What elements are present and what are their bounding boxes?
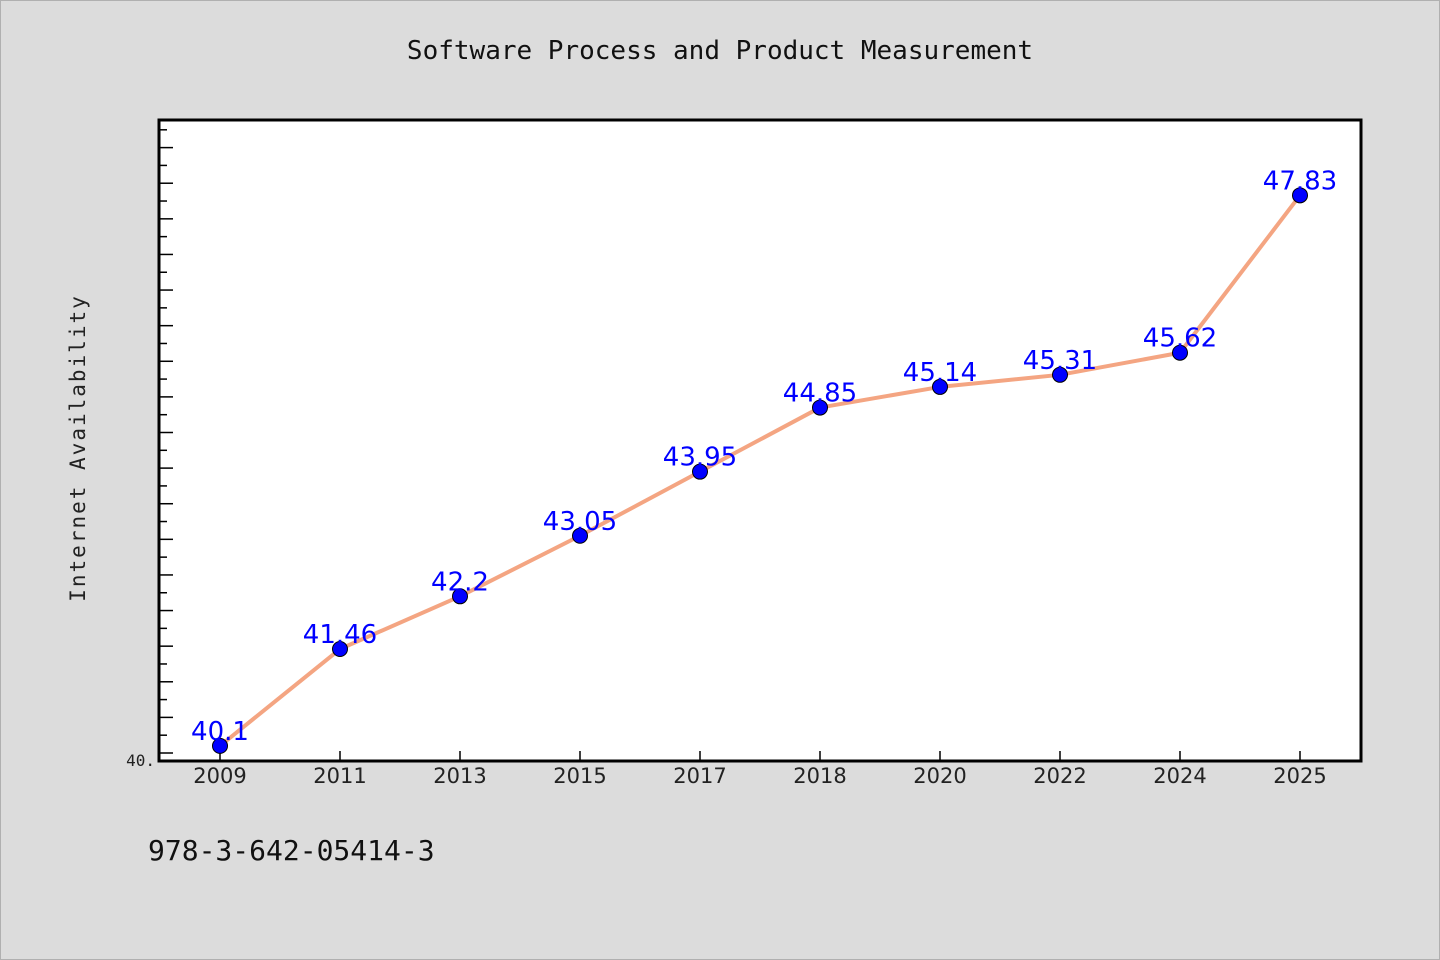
data-point-marker <box>932 378 948 395</box>
x-tick-label: 2025 <box>1273 764 1326 788</box>
series-layer <box>212 187 1308 754</box>
data-label: 45.14 <box>903 358 977 388</box>
y-axis-ticks <box>159 129 1301 761</box>
data-point-marker <box>572 527 588 544</box>
data-point-marker <box>1052 366 1068 383</box>
data-label: 40.1 <box>191 717 249 747</box>
x-tick-label: 2013 <box>433 764 486 788</box>
x-tick-label: 2020 <box>913 764 966 788</box>
data-point-marker <box>812 399 828 416</box>
data-point-marker <box>1292 187 1308 204</box>
data-point-marker <box>332 641 348 658</box>
x-tick-label: 2022 <box>1033 764 1086 788</box>
data-label: 45.31 <box>1023 346 1097 376</box>
data-label: 44.85 <box>783 379 857 409</box>
data-labels: 40.1 41.46 42.2 43.05 43.95 44.85 45.14 45.31 45… <box>191 166 1337 747</box>
data-point-marker <box>212 737 228 754</box>
data-label: 47.83 <box>1263 166 1337 196</box>
plot-border <box>157 118 1363 763</box>
x-axis-tick-labels: 2009 2011 2013 2015 2017 2018 2020 2022 2024 2025 <box>193 764 1326 788</box>
data-point-marker <box>1172 344 1188 361</box>
x-tick-label: 2017 <box>673 764 726 788</box>
y-axis-tick-labels: 40. <box>126 751 155 770</box>
y-tick-label: 40. <box>126 751 155 770</box>
series-line <box>218 194 1302 748</box>
data-point-marker <box>692 463 708 480</box>
data-label: 41.46 <box>303 620 377 650</box>
x-tick-label: 2018 <box>793 764 846 788</box>
data-label: 43.05 <box>543 507 617 537</box>
data-label: 45.62 <box>1143 324 1217 354</box>
x-tick-label: 2011 <box>313 764 366 788</box>
x-tick-label: 2009 <box>193 764 246 788</box>
x-tick-label: 2015 <box>553 764 606 788</box>
chart-title: Software Process and Product Measurement <box>406 36 1034 66</box>
x-tick-label: 2024 <box>1153 764 1206 788</box>
data-point-marker <box>452 588 468 605</box>
isbn-text: 978-3-642-05414-3 <box>148 834 435 867</box>
data-label: 43.95 <box>663 443 737 473</box>
data-label: 42.2 <box>431 567 489 597</box>
